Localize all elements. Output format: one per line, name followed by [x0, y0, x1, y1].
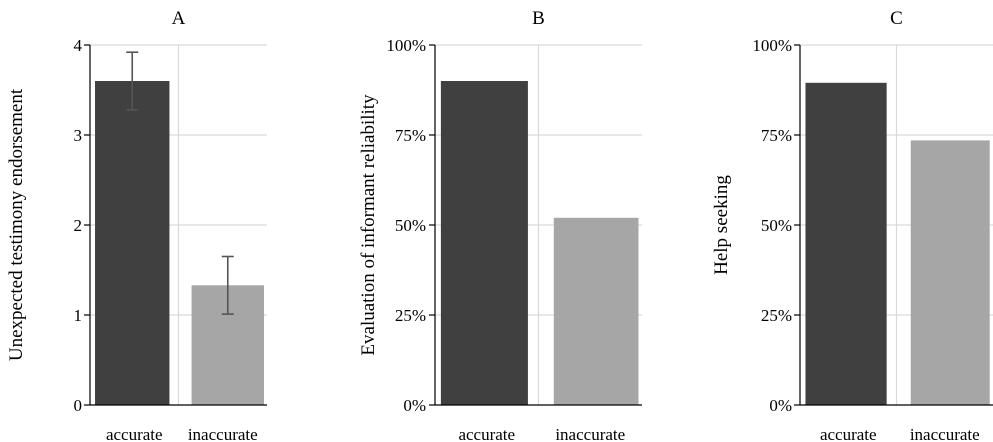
bar-accurate: [440, 81, 528, 405]
y-tick-label: 1: [74, 306, 83, 325]
category-label: inaccurate: [910, 425, 980, 442]
category-label: accurate: [820, 425, 877, 442]
y-tick-label: 25%: [395, 306, 426, 325]
y-tick-label: 3: [74, 126, 83, 145]
y-axis-title: Help seeking: [711, 175, 732, 275]
category-label: inaccurate: [555, 425, 625, 442]
y-tick-label: 0: [74, 396, 83, 415]
y-tick-label: 0%: [769, 396, 792, 415]
y-tick-label: 4: [74, 36, 83, 55]
category-label: accurate: [458, 425, 515, 442]
panel-title: A: [172, 8, 186, 29]
chart-panel-c: accurate inaccurate 0% 25% 50% 75% 100% C Help s…: [711, 8, 993, 442]
y-tick-label: 0%: [403, 396, 426, 415]
y-tick-label: 50%: [395, 216, 426, 235]
y-tick-label: 50%: [761, 216, 792, 235]
y-axis-title: Unexpected testimony endorsement: [6, 88, 27, 361]
y-tick-label: 75%: [395, 126, 426, 145]
bar-inaccurate: [910, 140, 990, 405]
category-label: inaccurate: [188, 425, 258, 442]
bar-inaccurate: [553, 217, 639, 405]
y-tick-label: 2: [74, 216, 83, 235]
category-label: accurate: [106, 425, 163, 442]
y-tick-label: 100%: [386, 36, 426, 55]
bar-accurate: [95, 81, 170, 405]
y-tick-label: 75%: [761, 126, 792, 145]
y-tick-label: 25%: [761, 306, 792, 325]
bar-accurate: [805, 82, 887, 406]
panel-title: B: [532, 8, 545, 29]
chart-panel-a: accurate inaccurate 0 1 2 3 4 A Unexpected testi…: [6, 8, 267, 442]
panel-title: C: [890, 8, 903, 29]
y-tick-label: 100%: [752, 36, 792, 55]
chart-panel-b: accurate inaccurate 0% 25% 50% 75% 100% B Evalua…: [358, 8, 642, 442]
y-axis-title: Evaluation of informant reliability: [358, 94, 379, 356]
